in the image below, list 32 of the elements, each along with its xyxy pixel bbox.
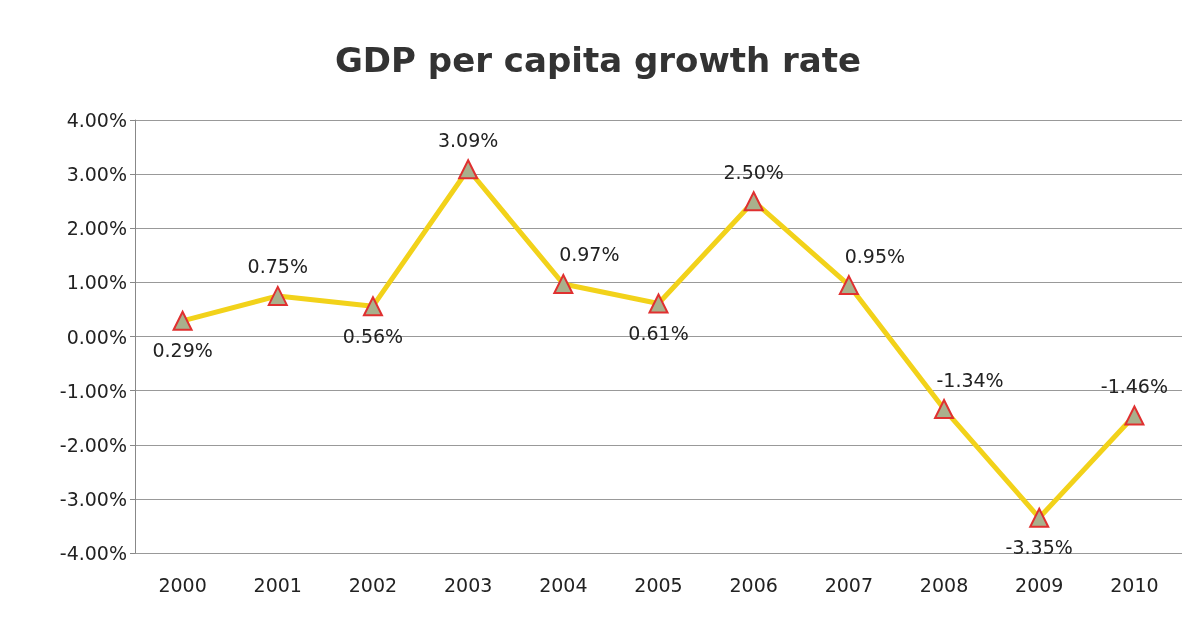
data-label: 0.56% — [342, 324, 404, 347]
x-tick-label: 2008 — [919, 573, 969, 596]
x-tick-label: 2006 — [729, 573, 778, 596]
y-tick-label: -1.00% — [59, 379, 127, 402]
data-label: -1.34% — [936, 368, 1004, 391]
x-tick-label: 2003 — [443, 573, 493, 596]
data-label: -3.35% — [1005, 536, 1073, 559]
data-label: 0.29% — [152, 339, 213, 362]
x-tick-label: 2004 — [539, 573, 588, 596]
y-tick-label: 0.00% — [66, 325, 127, 348]
data-label: 0.75% — [247, 255, 308, 278]
chart-title: GDP per capita growth rate — [334, 40, 862, 80]
y-tick-label: -4.00% — [59, 542, 127, 564]
x-tick-label: 2010 — [1110, 573, 1159, 596]
y-tick-label: 1.00% — [66, 271, 127, 294]
y-tick-label: 3.00% — [66, 163, 127, 186]
y-tick-label: 2.00% — [66, 217, 127, 240]
data-label: 0.95% — [844, 244, 906, 267]
y-tick-label: -3.00% — [59, 487, 127, 510]
x-tick-label: 2009 — [1015, 573, 1064, 596]
data-label: -1.46% — [1100, 375, 1169, 398]
data-label: 0.61% — [628, 321, 689, 344]
data-label: 2.50% — [723, 160, 784, 183]
x-tick-label: 2001 — [253, 573, 302, 596]
x-tick-label: 2000 — [158, 573, 207, 596]
y-tick-label: -2.00% — [59, 433, 127, 456]
y-tick-label: 4.00% — [66, 109, 127, 131]
x-tick-label: 2002 — [348, 573, 398, 596]
data-label: 3.09% — [437, 128, 499, 151]
data-label: 0.97% — [559, 243, 620, 266]
x-tick-label: 2005 — [634, 573, 683, 596]
x-tick-label: 2007 — [824, 573, 874, 596]
